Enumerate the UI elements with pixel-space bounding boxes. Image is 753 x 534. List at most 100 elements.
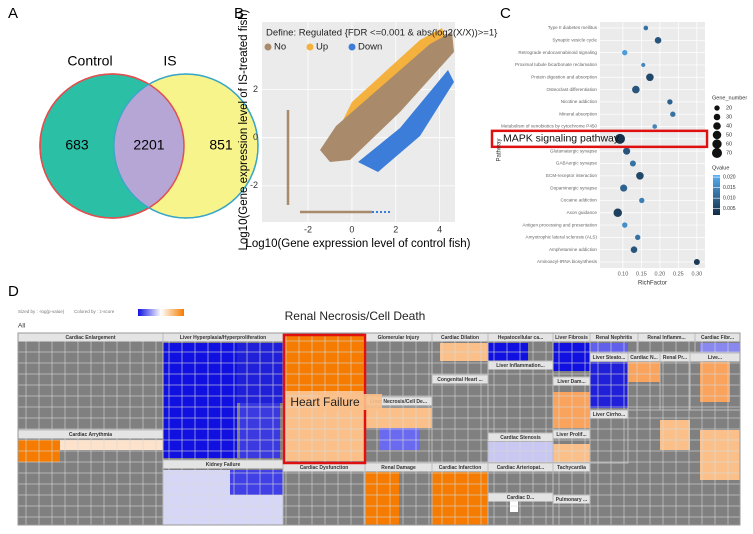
x-tick-label: 0 — [349, 224, 354, 234]
y-tick-label: Glutamatergic synapse — [550, 148, 597, 153]
y-tick-label: Protein digestion and absorption — [531, 74, 597, 79]
bubble — [630, 246, 638, 253]
count: 2201 — [133, 137, 164, 153]
legend-label: 0.005 — [723, 206, 736, 212]
y-tick-label: GABAergic synapse — [556, 161, 598, 166]
cloud-down — [358, 70, 454, 172]
legend-title: Qvalue — [712, 165, 729, 171]
set-name: Control — [67, 53, 112, 69]
y-tick-label: 0 — [253, 132, 258, 142]
group-label: Cardiac Fibr... — [701, 335, 735, 341]
group-label: Renal Damage — [381, 465, 416, 471]
y-tick-label: Synaptic vesicle cycle — [552, 38, 597, 43]
y-tick-label: Amphetamine addiction — [549, 247, 597, 252]
group-header — [553, 377, 590, 386]
group-header — [690, 353, 740, 362]
zscore-scale — [138, 309, 184, 316]
y-axis-label: Pathway — [497, 138, 503, 161]
size-note: Sized by : -log(p-value) — [18, 309, 65, 314]
group-header — [283, 463, 365, 472]
y-tick-label: Proximal tubule bicarbonate reclamation — [515, 62, 597, 67]
count: 683 — [65, 137, 89, 153]
bubble — [614, 133, 625, 144]
y-tick-label: Nicotine addiction — [561, 99, 598, 104]
count: 851 — [209, 137, 233, 153]
y-tick-label: Axon guidance — [567, 210, 598, 215]
treemap-frame — [17, 332, 741, 526]
annotation-bg — [318, 394, 382, 410]
group-header — [488, 493, 553, 502]
group-header — [163, 333, 283, 342]
point-cloud — [286, 28, 454, 214]
legend-bubble — [713, 122, 721, 130]
group-header — [365, 333, 432, 342]
legend-swatch — [264, 43, 272, 51]
cell-lines — [18, 333, 740, 525]
group-header — [590, 333, 638, 342]
bubble — [613, 208, 622, 217]
legend-label: 40 — [726, 123, 732, 129]
group-header — [365, 397, 432, 406]
bubble — [643, 25, 649, 31]
highlight-label: MAPK signaling pathway — [503, 133, 620, 145]
y-tick-label: 2 — [253, 84, 258, 94]
x-tick-label: 0.10 — [618, 271, 629, 277]
y-tick-label: Type II diabetes mellitus — [548, 25, 598, 30]
group-label: Cardiac N... — [630, 355, 658, 361]
venn: Control IS 683 2201 851 — [39, 53, 259, 219]
bubble — [620, 184, 628, 192]
group-header — [488, 463, 553, 472]
group-header — [590, 353, 628, 362]
bubble — [636, 171, 644, 180]
y-tick-label: Cocaine addiction — [560, 198, 597, 203]
group-header — [660, 353, 690, 362]
color-note: Colored by : z-score — [74, 309, 115, 314]
group-header — [628, 353, 660, 362]
legend-label: 50 — [726, 132, 732, 138]
group-label: Cardiac Stenosis — [500, 435, 541, 441]
x-tick-label: 0.30 — [692, 271, 703, 277]
venn-outline — [113, 73, 259, 219]
group-label: Liver Cirrho... — [593, 412, 626, 418]
y-tick-label: Osteoclast differentiation — [547, 87, 598, 92]
group-label: Congenital Heart ... — [437, 377, 483, 383]
group-label: Renal Nephritis — [596, 335, 633, 341]
legend-bubble — [711, 147, 723, 159]
group-header — [590, 410, 628, 419]
group-label: Live... — [708, 355, 723, 361]
bubble — [667, 99, 673, 105]
group-header — [695, 333, 740, 342]
group-label: Liver Fibrosis — [555, 335, 588, 341]
venn-outline — [39, 73, 185, 219]
panel-label: B — [234, 5, 244, 22]
group-label: Cardiac Arteriopat... — [497, 465, 545, 471]
x-axis-label: Log10(Gene expression level of control f… — [245, 238, 470, 250]
venn-overlap — [114, 74, 184, 218]
bubble — [632, 85, 640, 94]
legend-label: 70 — [726, 150, 732, 156]
group-header — [553, 463, 590, 472]
group-label: Cardiac Enlargement — [65, 335, 115, 341]
y-tick-label: Dopaminergic synapse — [550, 185, 597, 190]
highlight-box — [490, 129, 709, 149]
group-label: Cardiac Dilation — [441, 335, 479, 341]
group-label: Kidney Failure — [206, 462, 241, 468]
color-scale — [713, 175, 720, 215]
group-label: Renal Pr... — [663, 355, 688, 361]
legend-label: No — [274, 42, 286, 53]
plot-background — [600, 22, 705, 268]
group-label: Cardiac Dysfunction — [300, 465, 349, 471]
legend-label: 20 — [726, 105, 732, 111]
group-header — [553, 430, 590, 439]
group-label: Liver Prolif... — [556, 432, 587, 438]
y-tick-label: Retrograde endocannabinoid signaling — [518, 50, 597, 55]
group-label: Liver Steato... — [593, 355, 626, 361]
legend-bubble — [712, 130, 722, 140]
bubble — [670, 111, 676, 117]
x-tick-label: 2 — [393, 224, 398, 234]
y-tick-label: Amyotrophic lateral sclerosis (ALS) — [526, 235, 598, 240]
group-header — [432, 333, 488, 342]
group-header — [488, 433, 553, 442]
legend-bubble — [714, 105, 720, 111]
